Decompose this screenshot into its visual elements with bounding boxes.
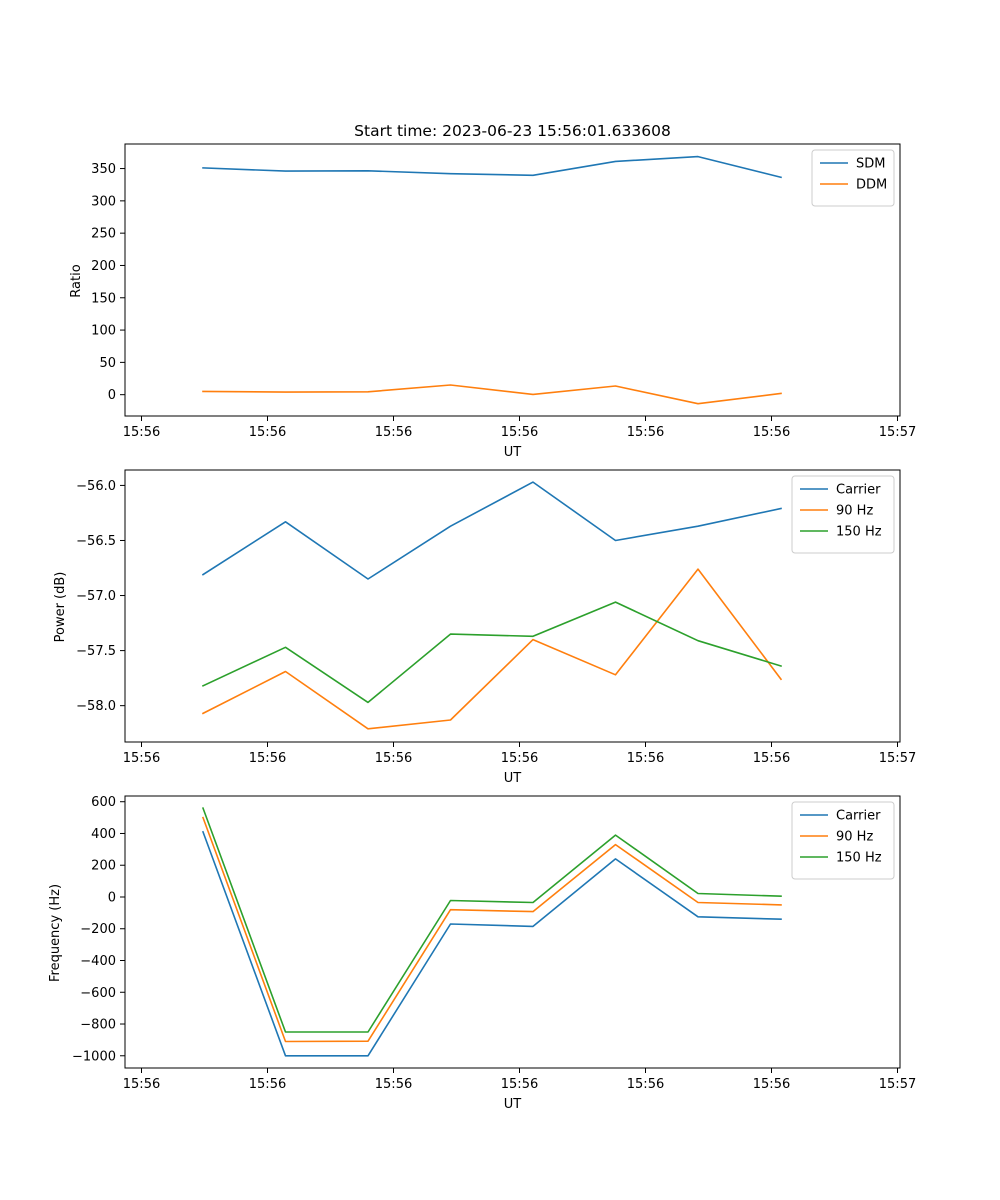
chart-title: Start time: 2023-06-23 15:56:01.633608 (354, 122, 671, 140)
ratio-x-tick-label: 15:57 (879, 425, 916, 440)
frequency-x-tick-label: 15:56 (123, 1077, 160, 1092)
power-y-tick-label: −57.0 (76, 589, 116, 604)
frequency-legend-box (791, 801, 895, 880)
power-y-axis-label: Power (dB) (53, 572, 68, 643)
frequency-legend-label-2: 90 Hz (836, 830, 873, 845)
power-legend: Carrier 90 Hz 150 Hz (791, 475, 895, 554)
power-y-tick-label: −57.5 (76, 644, 116, 659)
frequency-axes-frame (124, 795, 901, 1069)
frequency-x-axis-label: UT (504, 1097, 522, 1112)
ratio-y-tick-label: 150 (91, 291, 116, 306)
frequency-y-tick-label: 200 (91, 859, 116, 874)
frequency-series-2-line (201, 816, 782, 1043)
frequency-y-axis-label: Frequency (Hz) (48, 884, 63, 982)
power-legend-label-3: 150 Hz (836, 525, 882, 540)
frequency-x-tick-label: 15:56 (249, 1077, 286, 1092)
ratio-legend-label-2: DDM (856, 178, 887, 193)
ratio-y-tick-label: 300 (91, 194, 116, 209)
frequency-y-tick-label: −1000 (72, 1049, 116, 1064)
frequency-series-3-line (201, 807, 782, 1033)
power-plot-area: 15:56 15:56 15:56 15:56 15:56 15:56 15:57 −58.0… (76, 469, 916, 766)
ratio-y-tick-label: 350 (91, 162, 116, 177)
ratio-series-1-line (202, 155, 782, 179)
ratio-legend-label-1: SDM (856, 157, 885, 172)
ratio-plot-area: 15:56 15:56 15:56 15:56 15:56 15:56 15:57 0 50 10… (91, 143, 916, 440)
power-panel: 15:56 15:56 15:56 15:56 15:56 15:56 15:57 −58.0… (53, 469, 916, 786)
frequency-x-tick-label: 15:57 (879, 1077, 916, 1092)
power-axes-frame (124, 469, 901, 743)
frequency-legend: Carrier 90 Hz 150 Hz (791, 801, 895, 880)
power-legend-label-1: Carrier (836, 483, 881, 498)
ratio-y-tick-label: 50 (99, 356, 116, 371)
ratio-panel: Start time: 2023-06-23 15:56:01.633608 1… (69, 122, 916, 460)
frequency-y-tick-label: −400 (80, 954, 116, 969)
ratio-y-tick-label: 0 (108, 388, 116, 403)
power-x-tick-label: 15:57 (879, 751, 916, 766)
ratio-series-2-line (202, 384, 782, 405)
power-x-tick-label: 15:56 (375, 751, 412, 766)
power-series-2-line (201, 568, 783, 730)
frequency-y-tick-label: 600 (91, 795, 116, 810)
ratio-axes-frame (124, 143, 901, 417)
frequency-x-tick-label: 15:56 (753, 1077, 790, 1092)
power-x-tick-label: 15:56 (501, 751, 538, 766)
ratio-x-tick-label: 15:56 (501, 425, 538, 440)
power-x-axis-label: UT (504, 771, 522, 786)
frequency-legend-label-3: 150 Hz (836, 851, 882, 866)
frequency-series-1-line (201, 830, 782, 1057)
power-x-tick-label: 15:56 (627, 751, 664, 766)
power-legend-box (791, 475, 895, 554)
ratio-x-tick-label: 15:56 (753, 425, 790, 440)
power-y-tick-label: −56.0 (76, 479, 116, 494)
ratio-legend: SDM DDM (811, 149, 895, 207)
frequency-plot-area: 15:56 15:56 15:56 15:56 15:56 15:56 15:57 −1000… (72, 795, 916, 1092)
frequency-x-tick-label: 15:56 (375, 1077, 412, 1092)
frequency-panel: 15:56 15:56 15:56 15:56 15:56 15:56 15:57 −1000… (48, 795, 916, 1112)
frequency-y-tick-label: 0 (108, 890, 116, 905)
ratio-x-tick-label: 15:56 (249, 425, 286, 440)
ratio-legend-box (811, 149, 895, 207)
ratio-y-axis-label: Ratio (69, 264, 84, 297)
frequency-y-tick-label: −800 (80, 1018, 116, 1033)
ratio-x-axis-label: UT (504, 445, 522, 460)
power-y-tick-label: −58.0 (76, 699, 116, 714)
power-y-tick-label: −56.5 (76, 534, 116, 549)
ratio-x-tick-label: 15:56 (123, 425, 160, 440)
power-x-tick-label: 15:56 (249, 751, 286, 766)
frequency-x-tick-label: 15:56 (627, 1077, 664, 1092)
frequency-y-tick-label: −200 (80, 922, 116, 937)
ratio-y-tick-label: 200 (91, 259, 116, 274)
power-x-tick-label: 15:56 (123, 751, 160, 766)
frequency-y-tick-label: 400 (91, 827, 116, 842)
frequency-x-tick-label: 15:56 (501, 1077, 538, 1092)
power-series-1-line (201, 481, 782, 580)
power-legend-label-2: 90 Hz (836, 504, 873, 519)
power-series-3-line (201, 601, 782, 704)
ratio-y-tick-label: 250 (91, 227, 116, 242)
ratio-x-tick-label: 15:56 (627, 425, 664, 440)
power-x-tick-label: 15:56 (753, 751, 790, 766)
frequency-y-tick-label: −600 (80, 986, 116, 1001)
ratio-x-tick-label: 15:56 (375, 425, 412, 440)
ratio-y-tick-label: 100 (91, 324, 116, 339)
frequency-legend-label-1: Carrier (836, 809, 881, 824)
